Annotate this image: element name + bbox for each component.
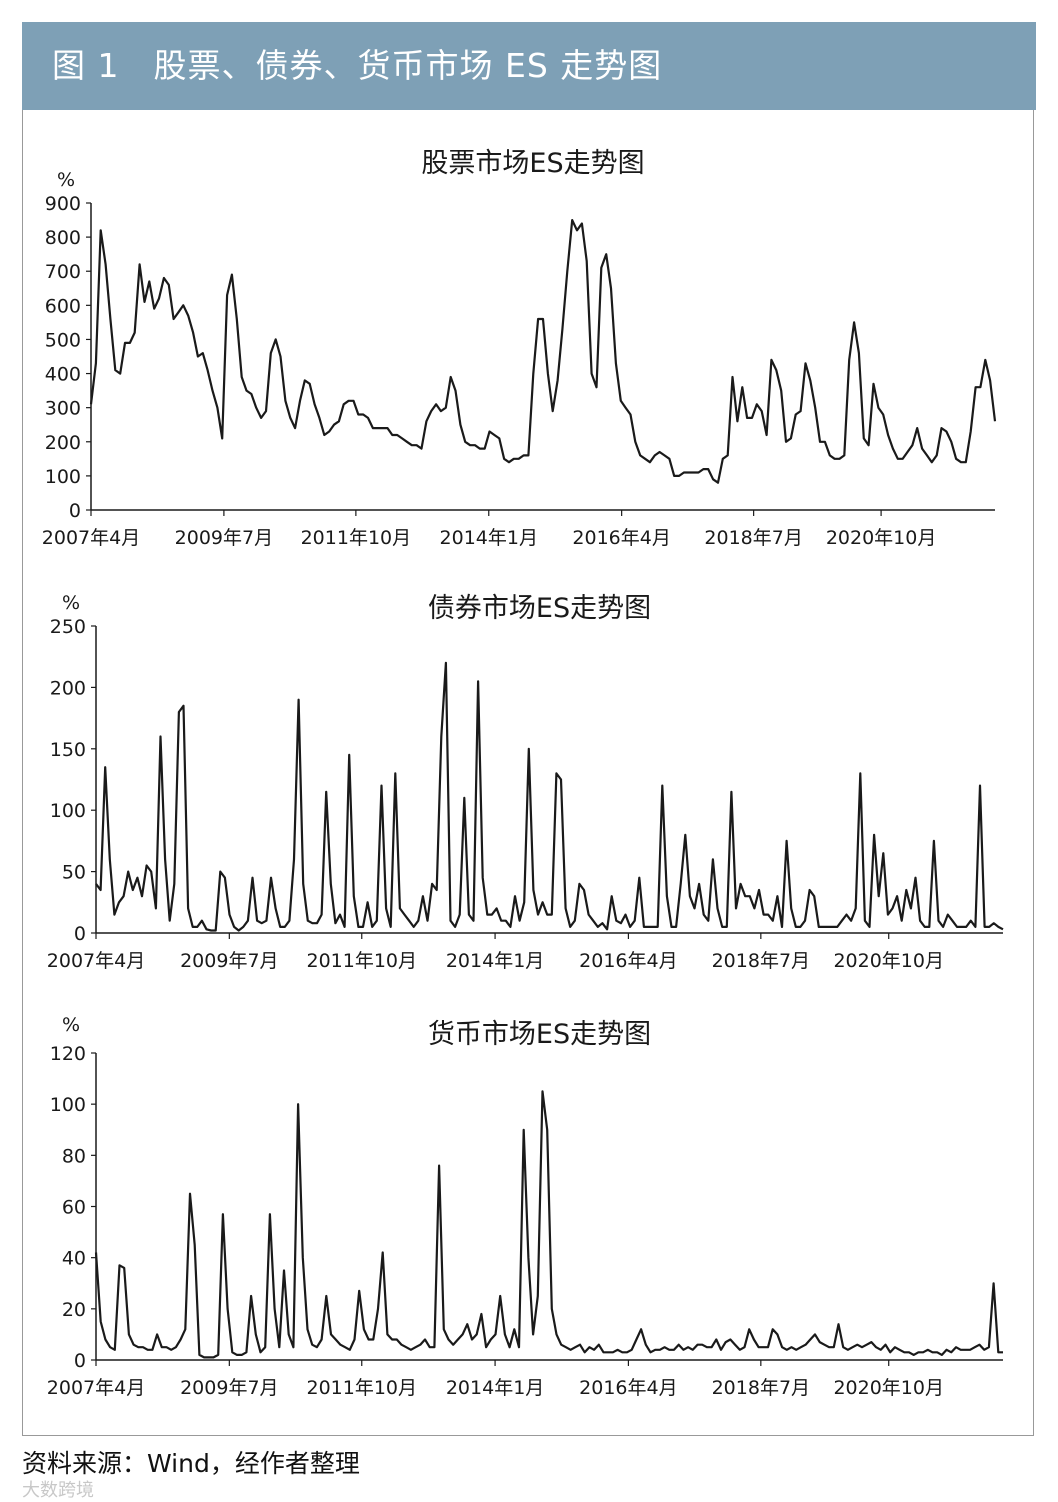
x-tick-label: 2016年4月 [579, 1377, 677, 1399]
figure-header: 图 1 股票、债券、货币市场 ES 走势图 [22, 22, 1036, 110]
x-tick-label: 2009年7月 [180, 950, 278, 972]
y-tick-label: 400 [45, 364, 81, 386]
x-tick-label: 2014年1月 [446, 1377, 544, 1399]
chart-frame [22, 110, 1034, 1436]
chart-0: 股票市场ES走势图% 0 100 200 300 400 500 600 700 800 900 20… [42, 148, 997, 549]
y-tick-label: 700 [45, 261, 81, 283]
y-tick-label: 100 [50, 1094, 86, 1116]
x-tick-label: 2018年7月 [712, 950, 810, 972]
y-tick-label: 300 [45, 398, 81, 420]
y-tick-label: 50 [62, 862, 86, 884]
x-tick-label: 2009年7月 [175, 527, 273, 549]
chart-1: 债券市场ES走势图% 0 50 100 150 200 250 2007年4月 2009年7月 2… [47, 592, 1004, 972]
y-unit-label: % [62, 592, 80, 614]
x-tick-label: 2014年1月 [440, 527, 538, 549]
y-tick-label: 600 [45, 295, 81, 317]
series-line [95, 661, 1004, 932]
y-tick-label: 100 [45, 466, 81, 488]
y-tick-label: 500 [45, 329, 81, 351]
y-unit-label: % [62, 1014, 80, 1036]
y-tick-label: 900 [45, 193, 81, 215]
y-tick-label: 800 [45, 227, 81, 249]
x-tick-label: 2011年10月 [301, 527, 412, 549]
x-tick-label: 2007年4月 [47, 1377, 145, 1399]
x-tick-label: 2011年10月 [306, 950, 417, 972]
x-tick-label: 2007年4月 [42, 527, 140, 549]
y-tick-label: 0 [74, 1350, 86, 1372]
x-tick-label: 2018年7月 [712, 1377, 810, 1399]
figure-title: 图 1 股票、债券、货币市场 ES 走势图 [52, 46, 663, 85]
y-tick-label: 250 [50, 616, 86, 638]
x-tick-label: 2011年10月 [306, 1377, 417, 1399]
y-tick-label: 0 [74, 923, 86, 945]
y-tick-label: 200 [50, 677, 86, 699]
source-note: 资料来源：Wind，经作者整理 [22, 1449, 360, 1478]
x-tick-label: 2016年4月 [579, 950, 677, 972]
x-tick-label: 2014年1月 [446, 950, 544, 972]
y-tick-label: 120 [50, 1043, 86, 1065]
y-tick-label: 60 [62, 1197, 86, 1219]
x-tick-label: 2020年10月 [833, 950, 944, 972]
watermark: 大数跨境 [22, 1480, 94, 1501]
x-tick-label: 2016年4月 [572, 527, 670, 549]
y-tick-label: 80 [62, 1145, 86, 1167]
chart-title: 股票市场ES走势图 [421, 148, 644, 179]
series-line [89, 219, 997, 484]
chart-2: 货币市场ES走势图% 0 20 40 60 80 100 120 2007年4月 2009年7月 2… [47, 1014, 1003, 1399]
y-tick-label: 150 [50, 739, 86, 761]
chart-title: 债券市场ES走势图 [428, 593, 651, 624]
x-tick-label: 2018年7月 [704, 527, 802, 549]
y-tick-label: 100 [50, 800, 86, 822]
x-tick-label: 2007年4月 [47, 950, 145, 972]
chart-title: 货币市场ES走势图 [428, 1019, 651, 1050]
x-tick-label: 2009年7月 [180, 1377, 278, 1399]
y-tick-label: 0 [69, 500, 81, 522]
y-unit-label: % [57, 169, 75, 191]
y-tick-label: 40 [62, 1248, 86, 1270]
series-line [94, 1090, 1003, 1359]
y-tick-label: 200 [45, 432, 81, 454]
y-tick-label: 20 [62, 1299, 86, 1321]
x-tick-label: 2020年10月 [833, 1377, 944, 1399]
x-tick-label: 2020年10月 [826, 527, 937, 549]
